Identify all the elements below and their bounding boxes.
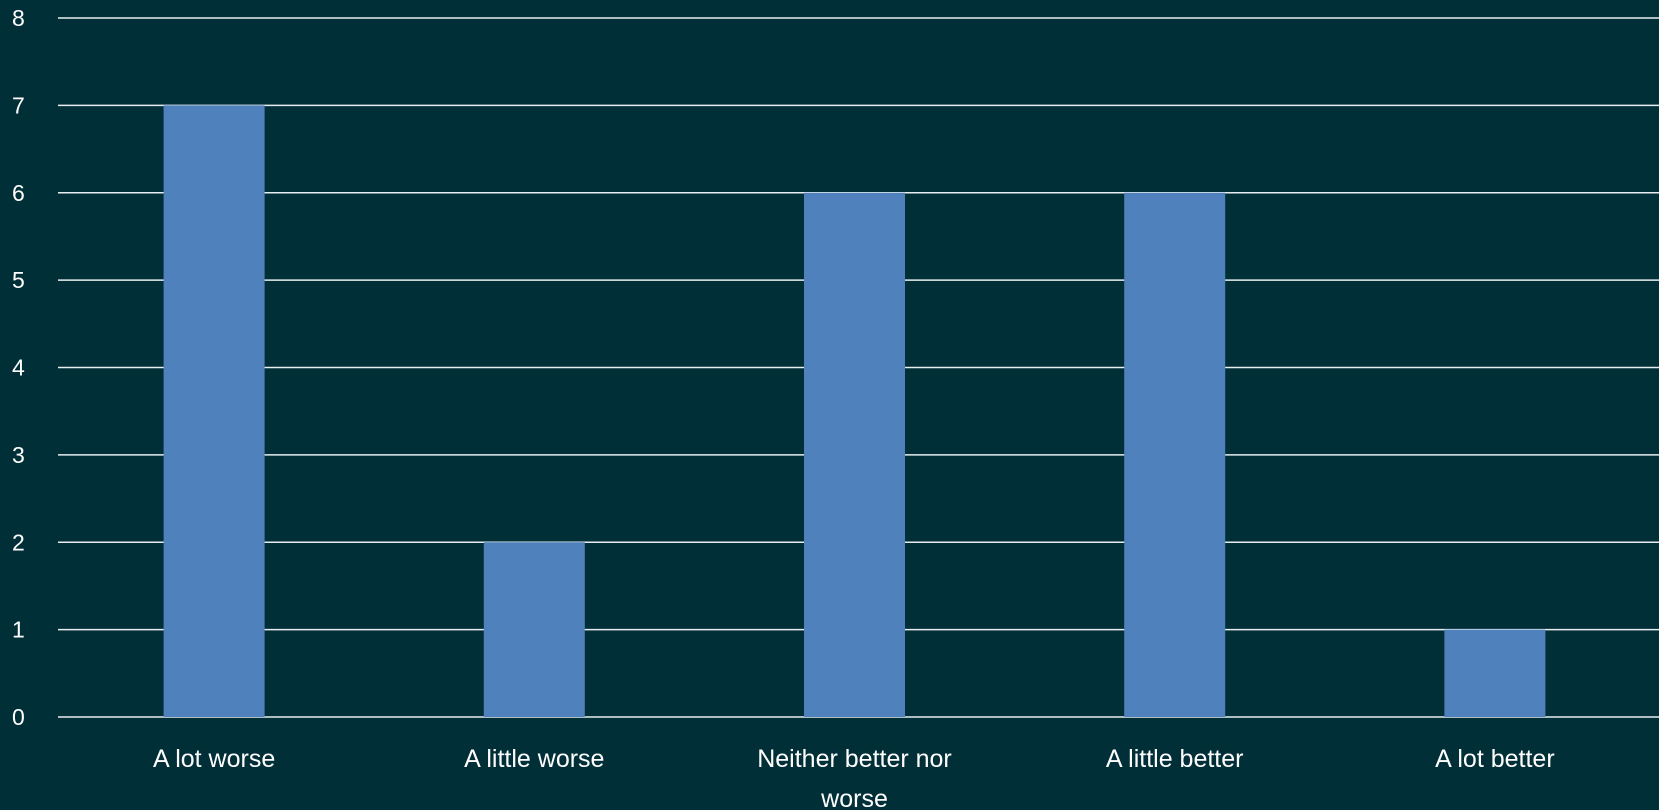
y-tick-label: 5 — [12, 267, 25, 293]
bar-a-little-better — [1124, 192, 1226, 717]
y-tick-label: 3 — [12, 442, 25, 468]
y-tick-label: 1 — [12, 617, 25, 643]
y-tick-label: 4 — [12, 355, 25, 381]
bar-neither-better-nor-worse — [804, 192, 905, 717]
y-tick-label: 7 — [12, 92, 25, 118]
x-category-label: Neither better nor worse — [757, 745, 952, 810]
x-category-label: A little worse — [464, 745, 604, 773]
x-axis-category-labels: A lot worse A little worse Neither better … — [153, 745, 1555, 810]
y-axis-tick-labels: 0 1 2 3 4 5 6 7 8 — [12, 5, 25, 730]
bars — [163, 105, 1546, 717]
bar-a-little-worse — [483, 542, 585, 717]
y-tick-label: 6 — [12, 180, 25, 206]
x-category-label: A little better — [1106, 745, 1244, 773]
x-category-label: A lot worse — [153, 745, 275, 773]
x-category-label: A lot better — [1435, 745, 1555, 773]
y-tick-label: 0 — [12, 704, 25, 730]
bar-a-lot-worse — [163, 105, 265, 717]
bar-a-lot-better — [1444, 629, 1546, 717]
y-tick-label: 8 — [12, 5, 25, 31]
y-tick-label: 2 — [12, 529, 25, 555]
